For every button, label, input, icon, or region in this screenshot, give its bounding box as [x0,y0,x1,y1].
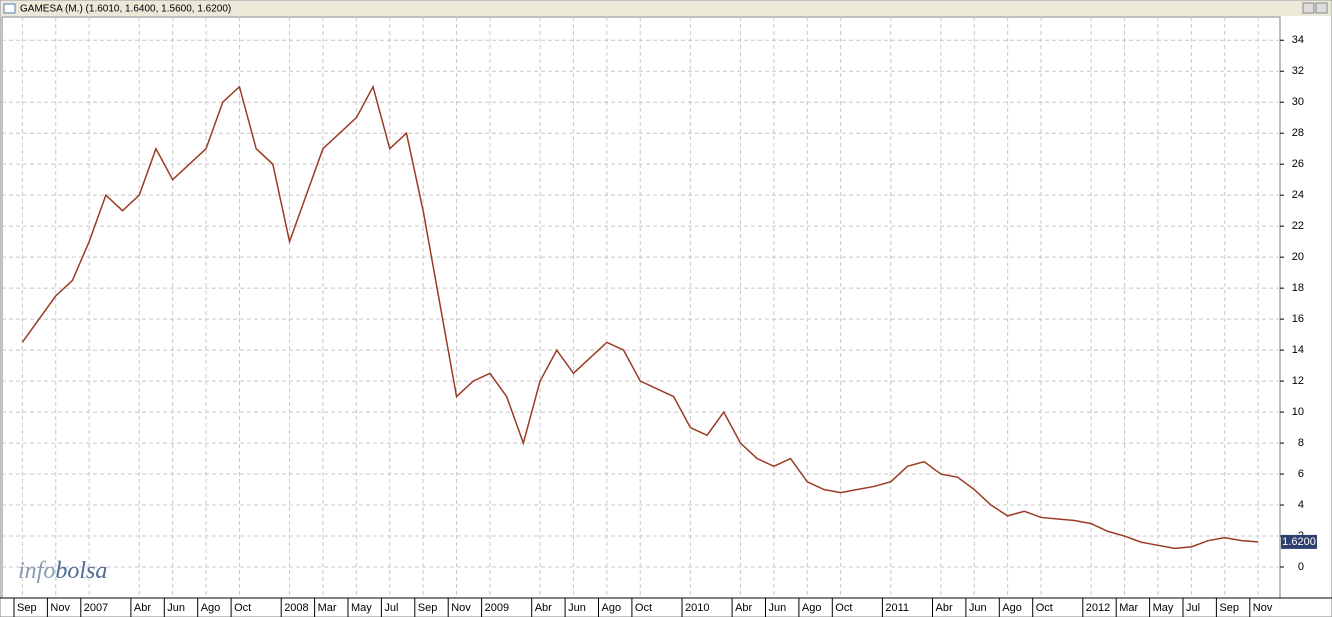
x-tick-label: Oct [835,602,852,614]
x-tick-label: Abr [535,602,552,614]
x-tick-label: Abr [936,602,953,614]
x-tick-label: Oct [1036,602,1053,614]
y-tick-label: 34 [1292,34,1304,46]
x-tick-label: Jun [969,602,987,614]
watermark-info: info [18,558,55,584]
x-tick-label: 2012 [1086,602,1110,614]
chart-title: GAMESA (M.) (1.6010, 1.6400, 1.5600, 1.6… [20,4,231,15]
x-tick-label: 2007 [84,602,108,614]
y-tick-label: 32 [1292,65,1304,77]
window-icon [3,3,16,14]
x-tick-label: Oct [635,602,652,614]
x-tick-label: Jun [568,602,586,614]
plot-area [1,16,1281,599]
x-tick-label: Nov [50,602,70,614]
y-tick-label: 20 [1292,251,1304,263]
x-tick-label: 2010 [685,602,709,614]
x-tick-label: Ago [201,602,221,614]
x-tick-label: Ago [602,602,622,614]
y-tick-label: 6 [1298,468,1304,480]
watermark-bolsa: bolsa [55,558,107,584]
x-tick-label: Jun [769,602,787,614]
y-tick-label: 30 [1292,96,1304,108]
y-tick-label: 22 [1292,220,1304,232]
x-tick-label: 2008 [284,602,308,614]
y-tick-label: 24 [1292,189,1304,201]
y-tick-label: 28 [1292,127,1304,139]
y-tick-label: 0 [1298,561,1304,573]
y-tick-label: 26 [1292,158,1304,170]
x-tick-label: 2009 [485,602,509,614]
x-tick-label: Abr [735,602,752,614]
y-tick-label: 12 [1292,375,1304,387]
y-tick-label: 10 [1292,406,1304,418]
x-tick-label: Nov [451,602,471,614]
x-tick-label: Sep [1219,602,1239,614]
x-tick-label: Jul [1186,602,1200,614]
x-tick-label: Jun [167,602,185,614]
y-tick-label: 18 [1292,282,1304,294]
last-value-box [1281,534,1317,549]
x-tick-label: Abr [134,602,151,614]
last-value-label: 1.6200 [1282,536,1316,548]
x-tick-label: Ago [802,602,822,614]
watermark: infobolsa [18,558,107,584]
y-tick-label: 4 [1298,499,1304,511]
restore-button[interactable] [1302,2,1315,14]
x-tick-label: May [1153,602,1174,614]
price-line [21,84,1259,550]
title-bar [1,1,1331,16]
x-tick-label: Sep [17,602,37,614]
close-button[interactable] [1315,2,1328,14]
x-tick-label: Sep [418,602,438,614]
x-tick-label: Oct [234,602,251,614]
y-tick-label: 8 [1298,437,1304,449]
y-tick-label: 14 [1292,344,1304,356]
x-tick-label: Ago [1002,602,1022,614]
x-tick-label: Mar [318,602,337,614]
x-tick-label: Mar [1119,602,1138,614]
x-tick-label: Jul [384,602,398,614]
x-tick-label: May [351,602,372,614]
y-tick-label: 16 [1292,313,1304,325]
x-tick-label: Nov [1253,602,1273,614]
x-tick-label: 2011 [885,602,909,614]
